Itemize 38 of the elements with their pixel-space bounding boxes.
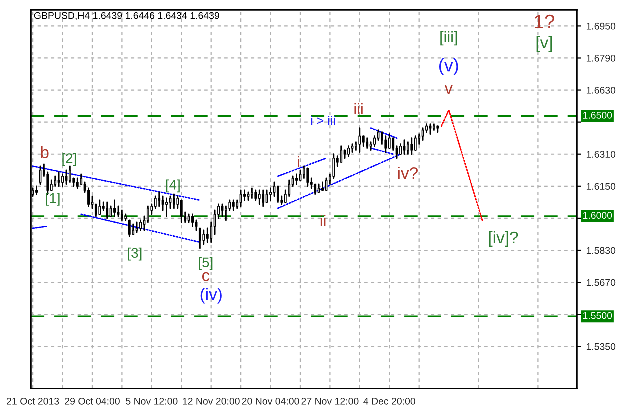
y-tick-label: 1.6790 <box>586 54 616 62</box>
annotation: v <box>444 85 453 94</box>
annotation: i <box>298 156 300 168</box>
annotation: [4] <box>166 180 180 193</box>
annotation: [v] <box>536 36 552 52</box>
annotation: c <box>202 272 210 282</box>
annotation: [iv]? <box>489 231 518 247</box>
x-tick-label: 21 Oct 2013 <box>7 398 60 405</box>
annotation: [1] <box>46 192 60 206</box>
annotation: [3] <box>128 248 142 261</box>
annotation: (v) <box>439 58 458 76</box>
ref-line-label: 1.6000 <box>583 212 612 220</box>
annotation: [2] <box>62 153 76 166</box>
x-tick-label: 27 Nov 12:00 <box>302 398 359 405</box>
x-tick-label: 4 Dec 20:00 <box>364 398 416 405</box>
chart-title: GBPUSD,H4 1.6439 1.6446 1.6434 1.6439 <box>34 12 220 20</box>
y-tick-label: 1.5830 <box>586 247 616 254</box>
x-tick-label: 20 Nov 04:00 <box>242 398 300 405</box>
x-tick-label: 5 Nov 12:00 <box>126 398 178 405</box>
y-tick-label: 1.5350 <box>586 343 616 350</box>
annotation: [iii] <box>440 31 458 46</box>
ref-line-label: 1.6500 <box>583 112 612 119</box>
y-tick-label: 1.6310 <box>586 151 616 158</box>
y-tick-label: 1.6630 <box>586 87 616 94</box>
annotation: b <box>41 146 49 158</box>
annotation: iv? <box>398 167 418 180</box>
annotation: ii <box>320 215 326 226</box>
x-tick-label: 12 Nov 20:00 <box>183 398 240 405</box>
ref-line-label: 1.5500 <box>583 312 612 320</box>
annotation: (iv) <box>200 288 222 304</box>
x-tick-label: 29 Oct 04:00 <box>65 398 120 405</box>
y-tick-label: 1.5670 <box>586 279 616 286</box>
y-tick-label: 1.6150 <box>586 183 616 190</box>
annotation: i > iii <box>311 116 336 126</box>
y-tick-label: 1.6950 <box>586 22 616 30</box>
annotation: [5] <box>199 257 213 270</box>
annotation: 1? <box>535 14 555 28</box>
annotation: iii <box>354 103 363 114</box>
